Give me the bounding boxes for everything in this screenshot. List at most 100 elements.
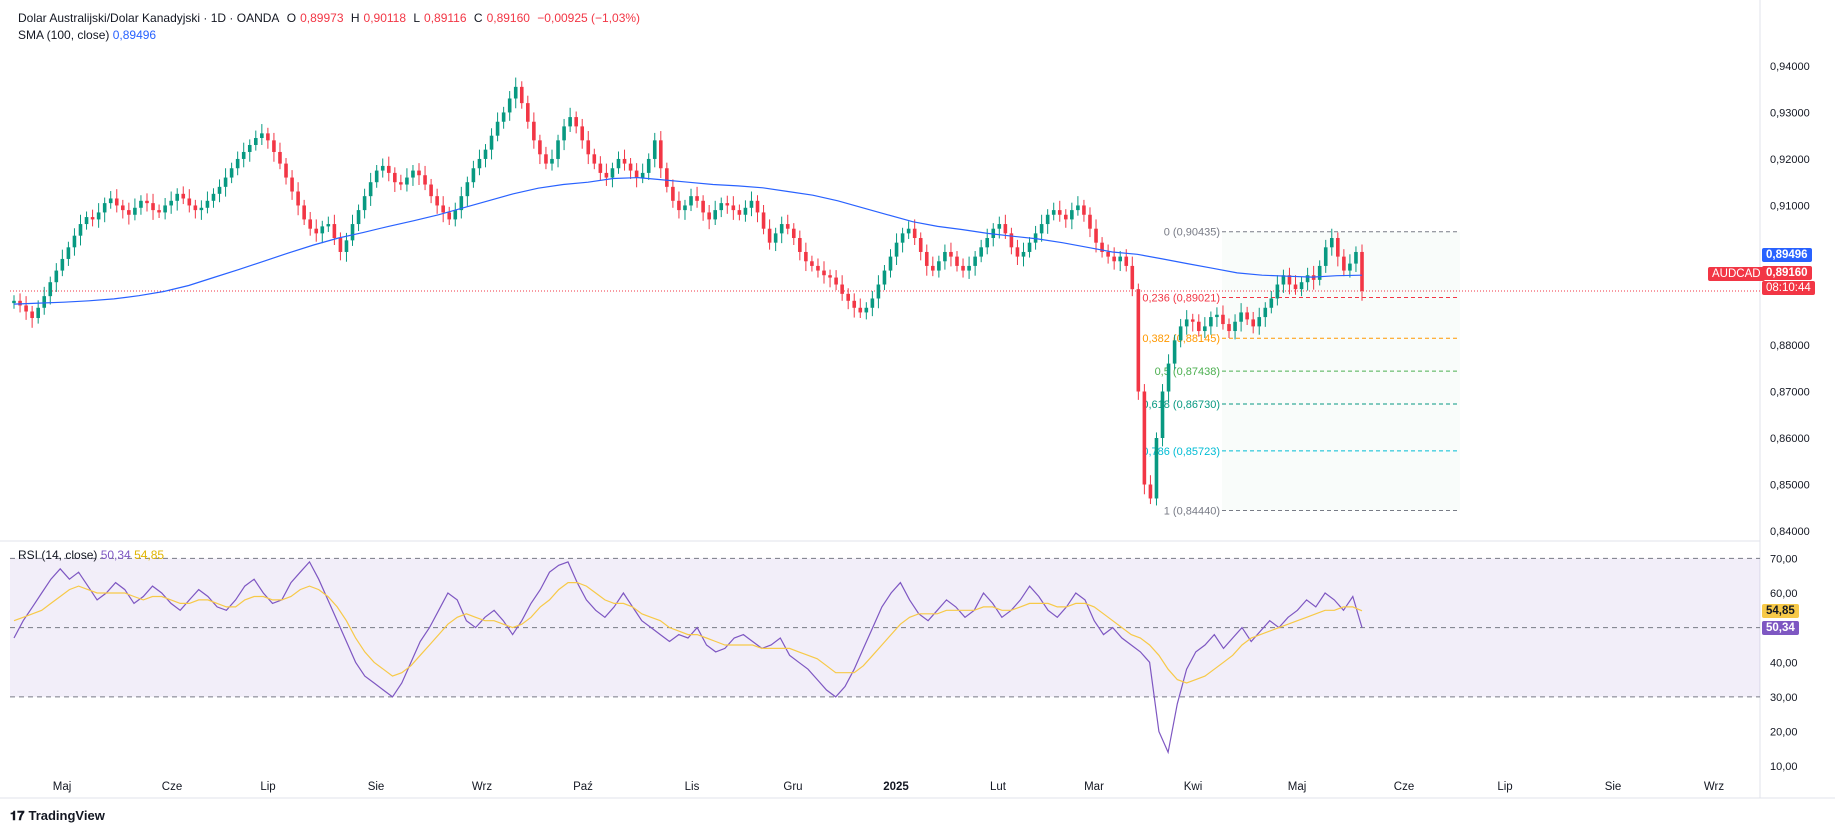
countdown-tag: 08:10:44	[1762, 281, 1815, 295]
brand-name: TradingView	[28, 808, 105, 823]
candle-body	[411, 170, 415, 178]
candle-body	[380, 165, 385, 171]
candle-body	[229, 168, 234, 178]
candle-body	[1015, 247, 1020, 257]
candle-body	[1166, 363, 1171, 392]
candle-body	[1088, 214, 1092, 229]
candle-body	[84, 217, 89, 225]
rsi-tag: 50,34	[1762, 621, 1799, 635]
candle-body	[441, 205, 445, 213]
candle-body	[90, 217, 95, 220]
candle-body	[1299, 282, 1304, 290]
candle-body	[1305, 275, 1310, 283]
candle-body	[677, 200, 681, 211]
candle-body	[368, 182, 373, 197]
candle-body	[175, 193, 180, 201]
candle-body	[513, 86, 518, 99]
candle-body	[1124, 256, 1129, 266]
sma-price-tag: 0,89496	[1762, 248, 1812, 262]
candle-body	[538, 140, 542, 155]
candle-body	[296, 191, 300, 206]
candle-body	[405, 177, 409, 185]
candle-body	[973, 256, 977, 266]
candle-body	[1329, 238, 1334, 248]
close-label: C	[473, 11, 483, 25]
candle-body	[1293, 284, 1298, 290]
sma-legend[interactable]: SMA (100, close) 0,89496	[18, 28, 156, 42]
candle-body	[1227, 324, 1231, 332]
rsi-line	[13, 560, 1363, 755]
high-value: 0,90118	[363, 11, 407, 25]
rsi-ma-tag: 54,85	[1762, 604, 1799, 618]
time-tick-label: Wrz	[1704, 781, 1724, 793]
candle-body	[791, 228, 796, 239]
candle-body	[308, 219, 312, 229]
price-tick-label: 0,85000	[1770, 480, 1810, 492]
candle-body	[1064, 214, 1068, 220]
candle-body	[1184, 319, 1189, 327]
time-tick-label: Cze	[162, 781, 182, 793]
candle-body	[199, 207, 204, 211]
candle-body	[266, 133, 270, 141]
candle-body	[417, 170, 421, 176]
candle-body	[991, 228, 996, 239]
candle-body	[562, 126, 566, 141]
candle-body	[967, 265, 971, 271]
rsi-tick-label: 40,00	[1770, 657, 1798, 669]
candle-body	[1196, 321, 1201, 332]
candle-body	[640, 172, 645, 178]
tradingview-logo[interactable]: 𝟏𝟕 TradingView	[10, 808, 105, 824]
symbol-tag: AUDCAD	[1708, 267, 1765, 281]
candle-body	[719, 203, 724, 211]
time-tick-label: Maj	[53, 781, 72, 793]
rsi-tick-label: 60,00	[1770, 588, 1798, 600]
candle-body	[18, 300, 22, 306]
candle-body	[1154, 438, 1159, 499]
candle-body	[1148, 484, 1153, 499]
candle-body	[1257, 317, 1262, 327]
candle-body	[278, 151, 282, 164]
candle-body	[495, 121, 500, 136]
candle-body	[253, 138, 258, 145]
candle-body	[943, 251, 947, 262]
candle-body	[344, 240, 349, 252]
sma-value: 0,89496	[112, 28, 157, 42]
candle-body	[151, 203, 155, 211]
candle-body	[163, 205, 167, 213]
candle-body	[30, 311, 34, 319]
candle-body	[628, 163, 633, 171]
candle-body	[24, 305, 28, 312]
high-label: H	[350, 11, 360, 25]
candle-body	[260, 133, 264, 139]
candle-body	[42, 296, 47, 308]
candle-body	[665, 168, 669, 187]
candle-body	[1203, 326, 1207, 332]
candle-body	[477, 158, 482, 169]
candle-body	[1136, 289, 1141, 392]
candle-body	[634, 170, 639, 178]
candle-body	[302, 205, 306, 220]
candle-body	[393, 172, 397, 183]
candle-body	[1112, 256, 1116, 262]
candle-body	[235, 158, 240, 169]
symbol-name: Dolar Australijski/Dolar Kanadyjski · 1D…	[18, 11, 280, 25]
candle-body	[187, 198, 192, 206]
candle-body	[610, 168, 615, 178]
candle-body	[423, 175, 427, 185]
candle-body	[247, 144, 252, 152]
candle-body	[689, 196, 693, 206]
rsi-tick-label: 10,00	[1770, 761, 1798, 773]
sma-label: SMA (100, close)	[18, 28, 110, 42]
candle-body	[223, 177, 228, 187]
price-tick-label: 0,84000	[1770, 526, 1810, 538]
candle-body	[658, 140, 663, 169]
candle-body	[447, 212, 452, 220]
candle-body	[459, 196, 464, 211]
time-tick-label: Mar	[1084, 781, 1104, 793]
candle-body	[1354, 251, 1358, 264]
candle-body	[1009, 233, 1014, 248]
candle-body	[386, 165, 391, 173]
rsi-legend[interactable]: RSI (14, close) 50,34 54,85	[18, 548, 164, 562]
candle-body	[900, 233, 905, 243]
